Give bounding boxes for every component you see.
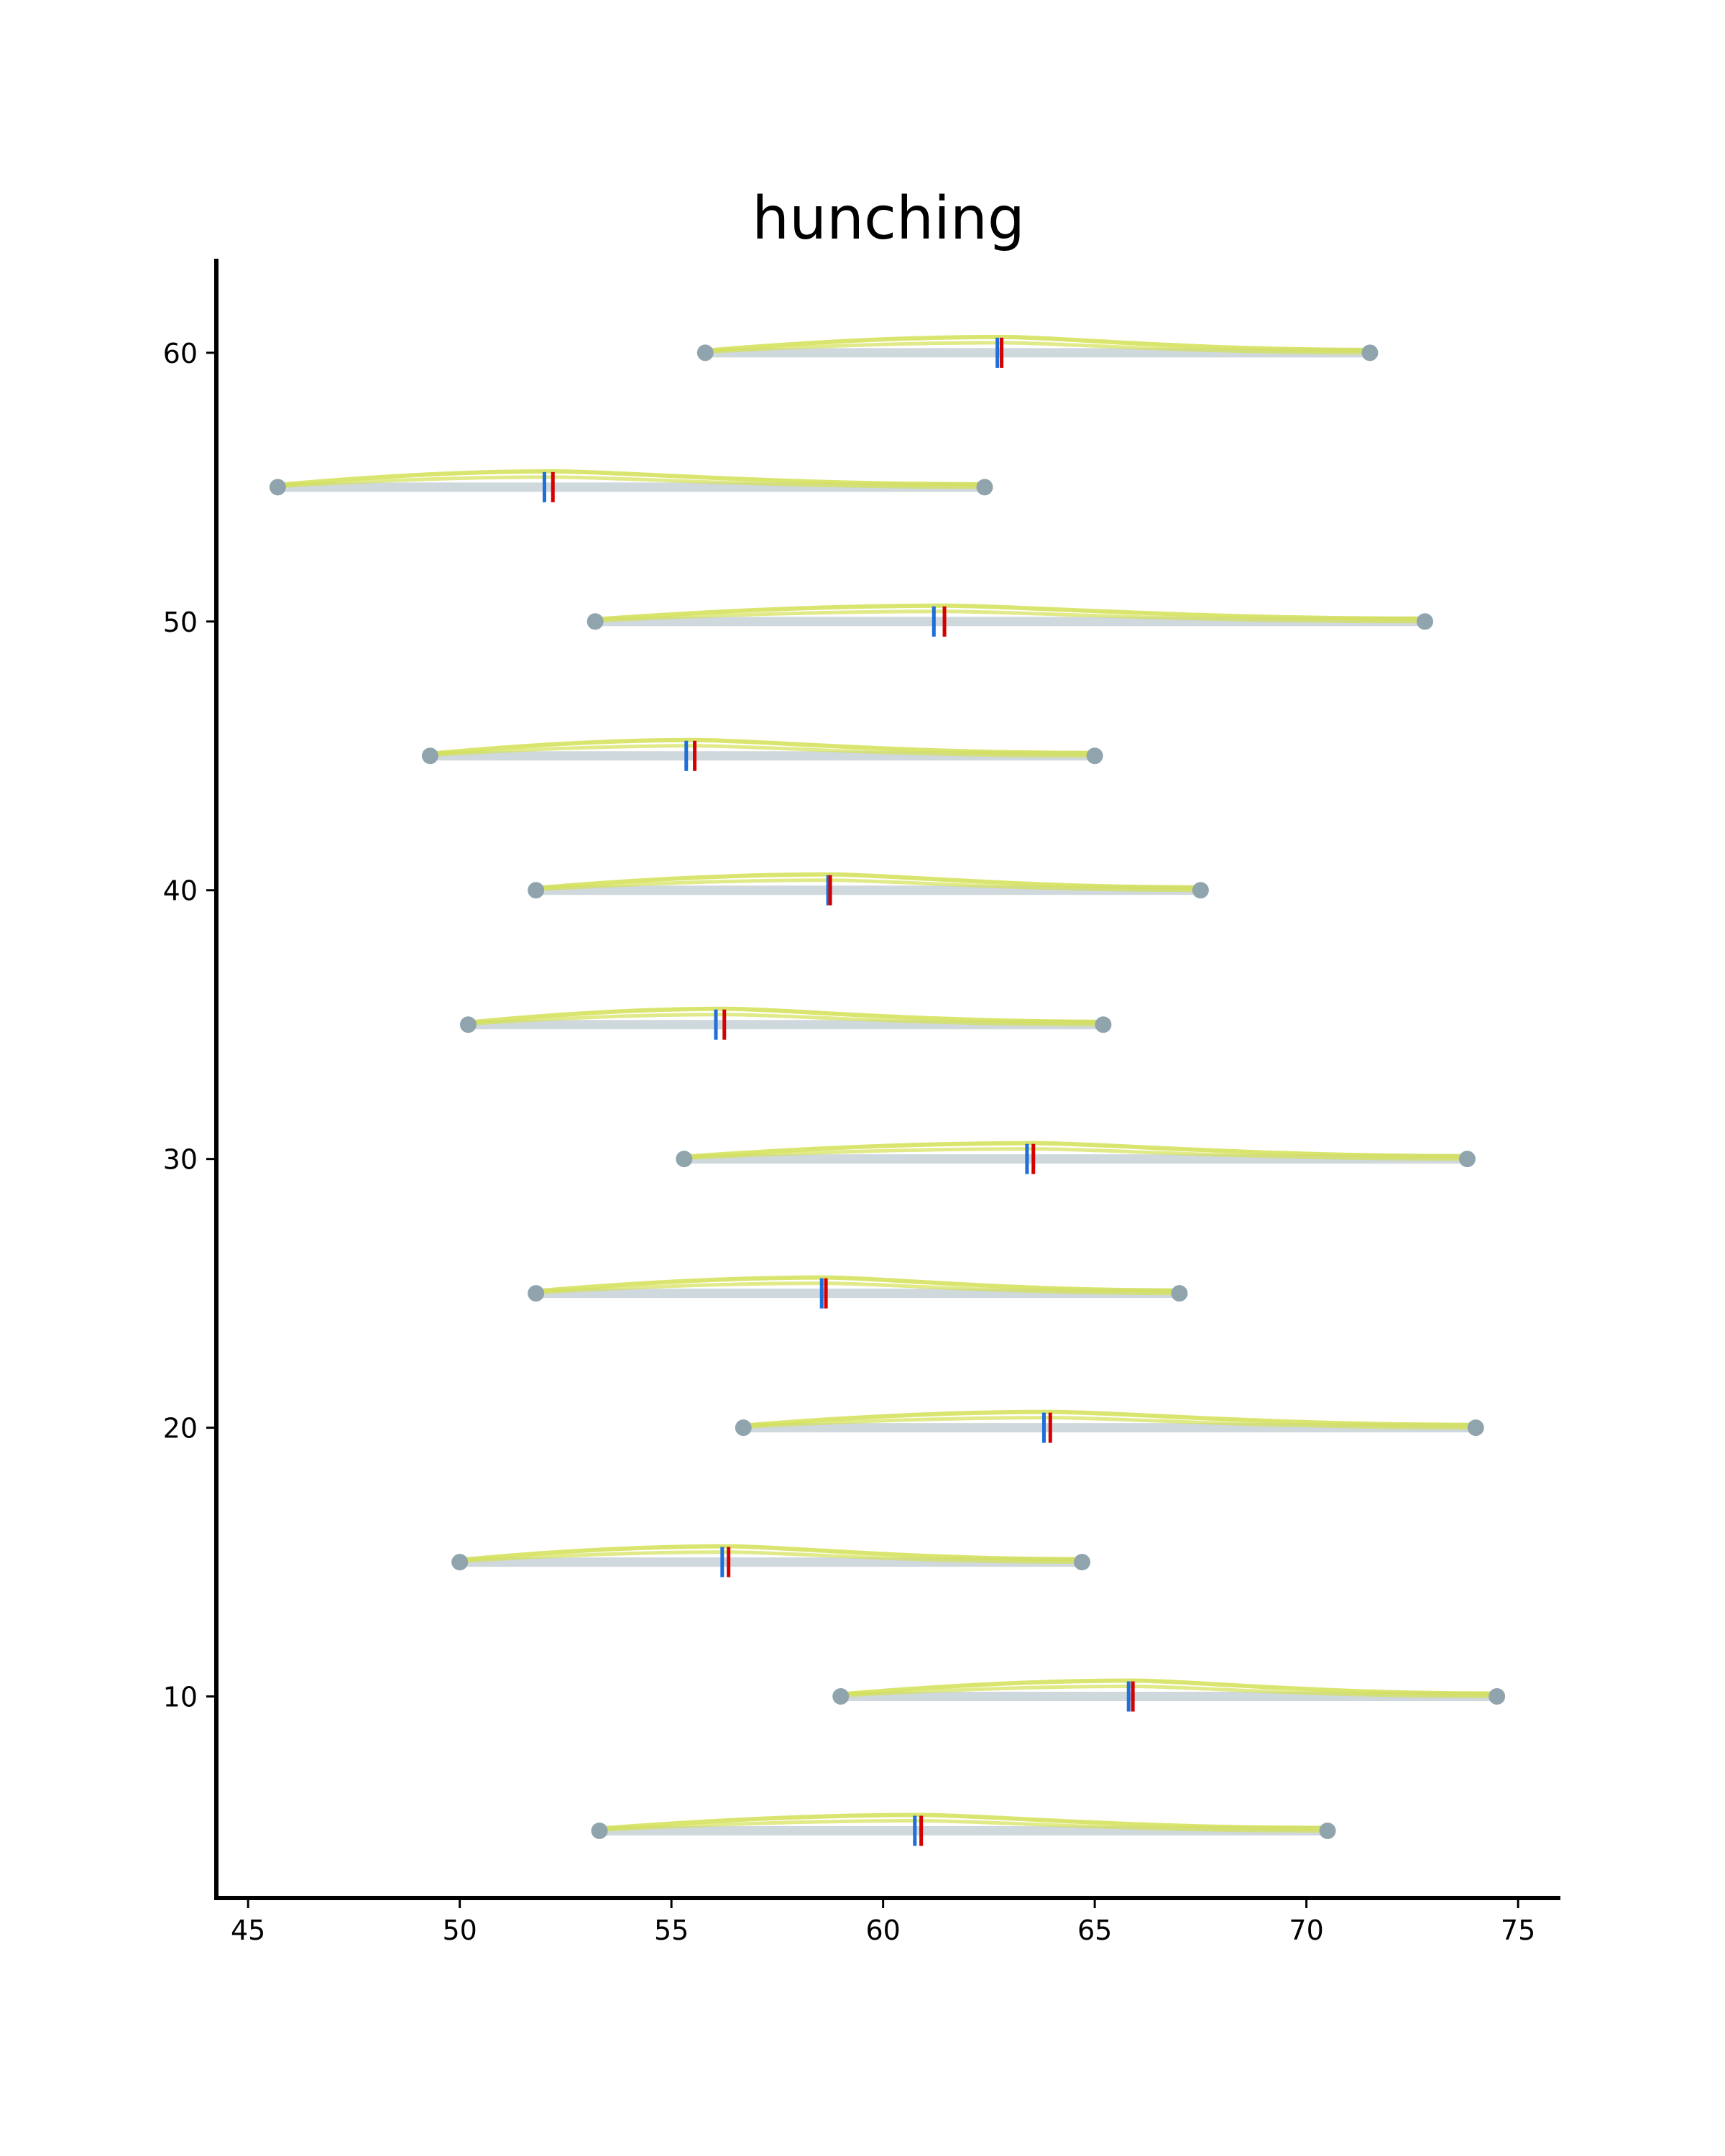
- axes: [214, 259, 1560, 1900]
- x-tick-label: 50: [442, 1915, 477, 1946]
- max-point: [1467, 1419, 1484, 1437]
- max-point: [1361, 344, 1379, 361]
- density-curve: [277, 475, 985, 489]
- x-tick-label: 75: [1501, 1915, 1535, 1946]
- range-row: [832, 1678, 1506, 1712]
- range-row: [696, 334, 1379, 368]
- y-tick-label: 50: [163, 607, 198, 638]
- x-tick-label: 60: [865, 1915, 900, 1946]
- min-point: [696, 344, 714, 361]
- max-point: [1319, 1823, 1336, 1840]
- range-row: [451, 1544, 1090, 1577]
- min-point: [269, 479, 286, 496]
- min-point: [528, 882, 545, 899]
- max-point: [1192, 882, 1209, 899]
- range-row: [591, 1812, 1336, 1846]
- y-tick-label: 40: [163, 875, 198, 907]
- density-curve: [468, 1006, 1103, 1025]
- density-curve: [684, 1141, 1468, 1159]
- range-row: [459, 1006, 1112, 1040]
- density-curve: [743, 1409, 1476, 1428]
- y-tick-label: 20: [163, 1413, 198, 1445]
- density-curve: [277, 469, 985, 487]
- range-row: [269, 469, 993, 502]
- min-point: [459, 1016, 477, 1033]
- density-curve: [430, 744, 1095, 758]
- y-tick-label: 60: [163, 338, 198, 369]
- max-point: [1171, 1285, 1188, 1302]
- min-point: [735, 1419, 752, 1437]
- x-tick-label: 45: [231, 1915, 265, 1946]
- x-tick-label: 65: [1077, 1915, 1112, 1946]
- max-point: [1417, 613, 1434, 630]
- ticks: 45 50 55 60 65 70 75 10 20 30 40 50 60: [163, 338, 1536, 1946]
- chart-title: hunching: [752, 185, 1025, 253]
- density-curve: [840, 1678, 1497, 1697]
- min-point: [421, 747, 438, 765]
- y-tick-label: 10: [163, 1682, 198, 1713]
- range-row: [528, 872, 1209, 906]
- min-point: [676, 1151, 693, 1168]
- x-tick-label: 55: [654, 1915, 689, 1946]
- max-point: [1489, 1688, 1506, 1705]
- min-point: [451, 1554, 469, 1571]
- density-curve: [599, 1812, 1328, 1831]
- range-row: [676, 1141, 1476, 1174]
- density-curve: [535, 1275, 1179, 1294]
- density-curve: [535, 872, 1201, 890]
- density-curve: [468, 1013, 1103, 1027]
- density-curve: [705, 334, 1370, 353]
- max-point: [1095, 1016, 1112, 1033]
- density-curve: [595, 609, 1425, 624]
- min-point: [528, 1285, 545, 1302]
- max-point: [1073, 1554, 1090, 1571]
- plot-area: [269, 334, 1506, 1846]
- density-curve: [594, 603, 1425, 622]
- min-point: [832, 1688, 850, 1705]
- min-point: [586, 613, 604, 630]
- range-row: [586, 603, 1434, 637]
- max-point: [1458, 1151, 1476, 1168]
- range-row: [421, 737, 1103, 771]
- density-curve: [743, 1416, 1476, 1430]
- x-tick-label: 70: [1289, 1915, 1323, 1946]
- min-point: [591, 1823, 608, 1840]
- max-point: [976, 479, 993, 496]
- range-row: [528, 1275, 1188, 1309]
- density-curve: [459, 1544, 1082, 1562]
- y-tick-label: 30: [163, 1144, 198, 1176]
- density-curve: [459, 1550, 1082, 1565]
- density-curve: [430, 737, 1095, 756]
- max-point: [1086, 747, 1103, 765]
- range-row: [735, 1409, 1484, 1443]
